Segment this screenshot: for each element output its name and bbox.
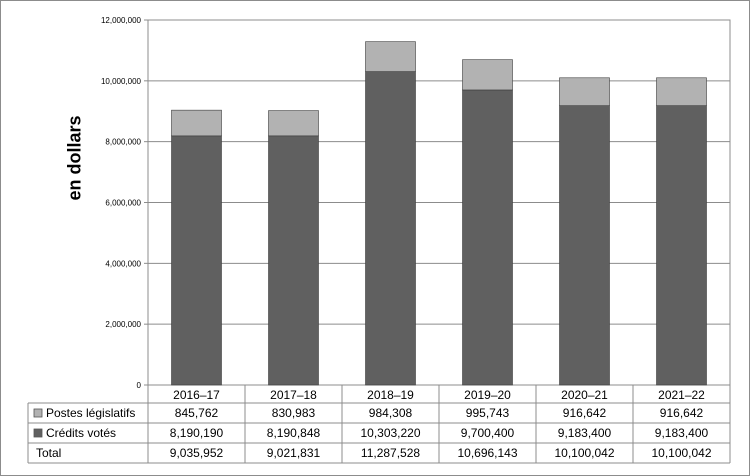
bar-credits-votes bbox=[171, 135, 222, 386]
category-label: 2018–19 bbox=[367, 388, 414, 402]
category-label: 2017–18 bbox=[270, 388, 317, 402]
data-table-value: 10,100,042 bbox=[651, 446, 711, 460]
bar-postes-legislatifs bbox=[171, 109, 222, 137]
bar-credits-votes bbox=[462, 89, 513, 386]
legend-label: Crédits votés bbox=[46, 426, 116, 440]
data-table-value: 8,190,848 bbox=[267, 426, 321, 440]
data-table-value: 9,021,831 bbox=[267, 446, 321, 460]
data-table-value: 9,183,400 bbox=[558, 426, 612, 440]
bar-postes-legislatifs bbox=[365, 41, 416, 72]
legend-swatch bbox=[33, 408, 43, 418]
category-label: 2020–21 bbox=[561, 388, 608, 402]
data-table-value: 845,762 bbox=[175, 406, 219, 420]
data-table-value: 916,642 bbox=[563, 406, 607, 420]
data-table-value: 995,743 bbox=[466, 406, 510, 420]
bar-credits-votes bbox=[656, 105, 707, 386]
category-label: 2019–20 bbox=[464, 388, 511, 402]
y-tick-label: 6,000,000 bbox=[105, 199, 141, 208]
y-tick-label: 10,000,000 bbox=[101, 77, 142, 86]
data-table-value: 10,100,042 bbox=[554, 446, 614, 460]
legend-label: Postes législatifs bbox=[46, 406, 135, 420]
bar-postes-legislatifs bbox=[559, 77, 610, 106]
data-table-value: 11,287,528 bbox=[361, 446, 420, 460]
data-table-value: 9,183,400 bbox=[655, 426, 709, 440]
data-table-value: 10,696,143 bbox=[457, 446, 517, 460]
legend-label: Total bbox=[36, 446, 61, 460]
data-table-value: 916,642 bbox=[660, 406, 704, 420]
bar-postes-legislatifs bbox=[656, 77, 707, 106]
data-table-value: 9,035,952 bbox=[170, 446, 224, 460]
bar-postes-legislatifs bbox=[462, 59, 513, 91]
category-label: 2021–22 bbox=[658, 388, 705, 402]
category-label: 2016–17 bbox=[173, 388, 220, 402]
y-tick-label: 4,000,000 bbox=[105, 259, 141, 268]
y-tick-label: 8,000,000 bbox=[105, 138, 141, 147]
y-tick-label: 12,000,000 bbox=[101, 16, 142, 25]
legend-swatch bbox=[33, 428, 43, 438]
data-table-value: 830,983 bbox=[272, 406, 316, 420]
y-tick-label: 0 bbox=[137, 381, 142, 390]
bar-credits-votes bbox=[268, 135, 319, 386]
data-table-value: 984,308 bbox=[369, 406, 413, 420]
bar-credits-votes bbox=[365, 71, 416, 386]
y-axis-label: en dollars bbox=[64, 115, 85, 201]
data-table-value: 10,303,220 bbox=[360, 426, 420, 440]
data-table-value: 9,700,400 bbox=[461, 426, 515, 440]
data-table-value: 8,190,190 bbox=[170, 426, 224, 440]
bar-postes-legislatifs bbox=[268, 110, 319, 137]
y-tick-label: 2,000,000 bbox=[105, 320, 141, 329]
bar-credits-votes bbox=[559, 105, 610, 386]
